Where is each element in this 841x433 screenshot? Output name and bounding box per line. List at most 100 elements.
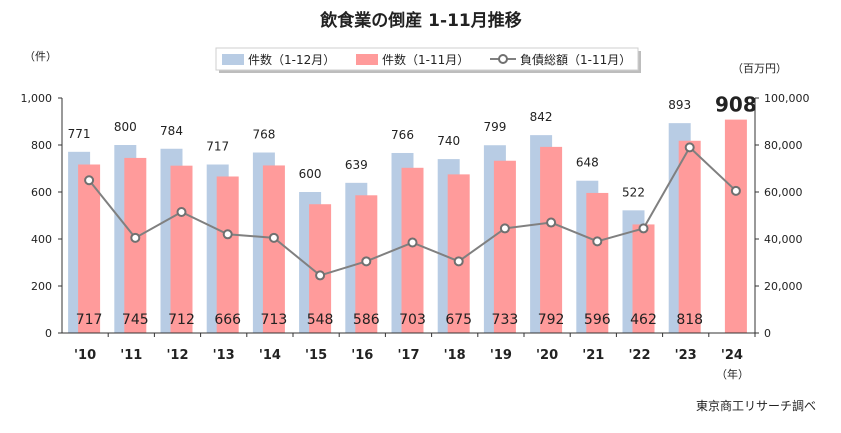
x-tick-label: '24 — [721, 348, 743, 363]
bar-jan-nov — [724, 119, 747, 334]
legend-label-jan-nov: 件数（1-11月） — [382, 52, 469, 67]
debt-point — [499, 223, 510, 234]
data-label-full-year: 842 — [530, 110, 553, 124]
bar-jan-nov — [124, 157, 147, 333]
data-label-jan-nov: 792 — [538, 312, 565, 328]
debt-point — [268, 232, 279, 243]
data-label-jan-nov: 462 — [630, 312, 657, 328]
bar-jan-nov — [78, 164, 101, 333]
y-left-tick-label: 800 — [31, 139, 52, 152]
chart-title: 飲食業の倒産 1-11月推移 — [319, 10, 521, 31]
x-unit: （年） — [716, 367, 749, 381]
plot-area: 0 200 400 600 800 1,000 0 20,000 40,000 60,000 80,… — [21, 92, 810, 363]
data-label-full-year: 893 — [668, 98, 691, 112]
x-tick-label: '19 — [490, 348, 512, 363]
bar-jan-nov — [216, 176, 239, 333]
y-right-unit: （百万円） — [732, 62, 787, 75]
y-left-tick-label: 0 — [45, 327, 52, 340]
data-label-full-year: 600 — [299, 167, 322, 181]
x-tick-label: '11 — [120, 348, 142, 363]
data-label-jan-nov: 717 — [76, 312, 103, 328]
y-left-tick-label: 200 — [31, 280, 52, 293]
debt-point — [315, 270, 326, 281]
bar-jan-nov — [493, 160, 516, 333]
data-label-jan-nov: 733 — [492, 312, 519, 328]
source-note: 東京商工リサーチ調べ — [696, 398, 816, 413]
x-tick-label: '22 — [628, 348, 650, 363]
bar-jan-nov — [447, 174, 470, 333]
legend-label-full-year: 件数（1-12月） — [248, 52, 335, 67]
legend-swatch-jan-nov — [356, 54, 378, 65]
data-label-full-year: 771 — [68, 127, 91, 141]
y-right-tick-label: 20,000 — [764, 280, 803, 293]
debt-point — [130, 232, 141, 243]
data-label-full-year: 784 — [160, 124, 183, 138]
legend: 件数（1-12月） 件数（1-11月） 負債総額（1-11月） — [215, 47, 641, 73]
data-label-full-year: 800 — [114, 120, 137, 134]
y-right-tick-label: 80,000 — [764, 139, 803, 152]
y-left-unit: （件） — [24, 50, 57, 63]
data-label-jan-nov: 712 — [168, 312, 195, 328]
y-left-tick-label: 600 — [31, 186, 52, 199]
bar-jan-nov — [632, 224, 655, 333]
data-label-full-year: 648 — [576, 156, 599, 170]
bar-jan-nov — [170, 165, 193, 333]
data-label-full-year: 740 — [437, 134, 460, 148]
debt-point — [546, 217, 557, 228]
x-tick-label: '23 — [675, 348, 697, 363]
x-tick-label: '13 — [213, 348, 235, 363]
x-tick-label: '15 — [305, 348, 327, 363]
data-label-jan-nov: 666 — [214, 312, 241, 328]
debt-point — [684, 142, 695, 153]
data-label-jan-nov: 586 — [353, 312, 380, 328]
y-right-tick-label: 0 — [764, 327, 771, 340]
debt-point — [453, 256, 464, 267]
legend-marker-debt — [498, 54, 508, 64]
data-label-full-year: 717 — [206, 140, 229, 154]
x-tick-label: '18 — [444, 348, 466, 363]
legend-swatch-full-year — [222, 54, 244, 65]
x-tick-label: '14 — [259, 348, 281, 363]
data-label-jan-nov: 675 — [445, 312, 472, 328]
debt-point — [361, 256, 372, 267]
y-left-tick-label: 400 — [31, 233, 52, 246]
bar-jan-nov — [586, 192, 609, 333]
data-label-jan-nov: 548 — [307, 312, 334, 328]
data-label-jan-nov-latest: 908 — [715, 93, 757, 117]
y-right-tick-label: 40,000 — [764, 233, 803, 246]
x-tick-label: '10 — [74, 348, 96, 363]
data-label-full-year: 522 — [622, 185, 645, 199]
x-tick-label: '12 — [166, 348, 188, 363]
data-label-jan-nov: 703 — [399, 312, 426, 328]
debt-point — [222, 229, 233, 240]
data-label-jan-nov: 745 — [122, 312, 149, 328]
data-label-full-year: 766 — [391, 128, 414, 142]
bar-jan-nov — [262, 165, 285, 333]
data-label-full-year: 639 — [345, 158, 368, 172]
bar-jan-nov — [678, 140, 701, 333]
debt-point — [176, 206, 187, 217]
y-right-tick-label: 60,000 — [764, 186, 803, 199]
legend-label-debt: 負債総額（1-11月） — [520, 52, 631, 67]
data-label-full-year: 768 — [252, 128, 275, 142]
bar-jan-nov — [540, 146, 563, 333]
x-tick-label: '21 — [582, 348, 604, 363]
debt-point — [730, 185, 741, 196]
bar-jan-nov — [401, 167, 424, 333]
y-right-tick-label: 100,000 — [764, 92, 810, 105]
debt-point — [407, 237, 418, 248]
legend-box — [215, 47, 639, 71]
data-label-jan-nov: 596 — [584, 312, 611, 328]
debt-point — [638, 223, 649, 234]
data-label-jan-nov: 713 — [261, 312, 288, 328]
bar-jan-nov — [309, 204, 332, 333]
y-left-tick-label: 1,000 — [21, 92, 53, 105]
data-label-full-year: 799 — [483, 120, 506, 134]
x-tick-label: '16 — [351, 348, 373, 363]
x-tick-label: '20 — [536, 348, 558, 363]
debt-point — [84, 175, 95, 186]
data-label-jan-nov: 818 — [676, 312, 703, 328]
x-tick-label: '17 — [397, 348, 419, 363]
debt-point — [592, 236, 603, 247]
